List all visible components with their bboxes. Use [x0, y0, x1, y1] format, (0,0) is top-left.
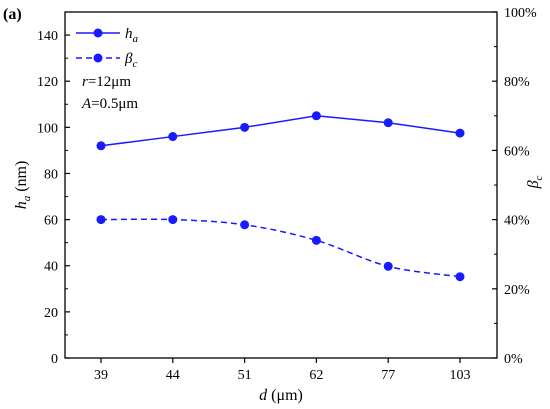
legend-label-ha: ha [125, 26, 139, 45]
legend: ha βc [76, 26, 139, 70]
x-tick-label: 51 [238, 368, 252, 383]
y-right-tick-label: 40% [504, 214, 530, 229]
series-point-0 [311, 111, 321, 121]
x-tick-label: 103 [450, 368, 471, 383]
series-point-1 [311, 235, 321, 245]
y-left-tick-label: 140 [37, 29, 58, 44]
annotation-A: A=0.5μm [81, 96, 138, 112]
y-right-tick-label: 0% [504, 352, 523, 367]
series-line-1 [100, 218, 461, 278]
y-right-tick-label: 80% [504, 75, 530, 90]
y-left-tick-label: 40 [44, 260, 58, 275]
x-tick-label: 39 [94, 368, 108, 383]
series-point-0 [455, 128, 465, 138]
x-tick-label: 62 [309, 368, 323, 383]
y-axis-left-title: ha (nm) [13, 161, 33, 210]
annotation-r: r=12μm [82, 74, 131, 90]
x-tick-label: 44 [166, 368, 180, 383]
y-left-tick-label: 0 [51, 352, 58, 367]
legend-label-bc: βc [124, 51, 137, 70]
series-point-1 [383, 261, 393, 271]
series-point-1 [240, 220, 250, 230]
y-axis-right-title: βc [525, 175, 545, 189]
legend-marker-bc [93, 53, 103, 63]
y-right-tick-label: 60% [504, 144, 530, 159]
series-point-1 [455, 272, 465, 282]
series-point-0 [240, 122, 250, 132]
y-left-tick-label: 120 [37, 75, 58, 90]
series-point-0 [383, 118, 393, 128]
chart-marks: 39 44 51 62 77 103 0 20 40 60 80 100 120 140 0% 20% 40% 6… [37, 6, 537, 383]
y-left-tick-label: 60 [44, 214, 58, 229]
series-point-1 [96, 215, 106, 225]
series-point-0 [168, 132, 178, 142]
y-left-tick-label: 100 [37, 121, 58, 136]
series-point-0 [96, 141, 106, 151]
series-point-1 [168, 215, 178, 225]
y-right-tick-label: 100% [504, 6, 537, 21]
legend-marker-ha [93, 28, 103, 38]
x-axis-title: d (μm) [259, 387, 303, 404]
y-left-tick-label: 80 [44, 167, 58, 182]
x-tick-label: 77 [381, 368, 395, 383]
series-line-0 [100, 115, 461, 147]
y-left-tick-label: 20 [44, 306, 58, 321]
y-right-tick-label: 20% [504, 283, 530, 298]
panel-label: (a) [3, 6, 22, 23]
